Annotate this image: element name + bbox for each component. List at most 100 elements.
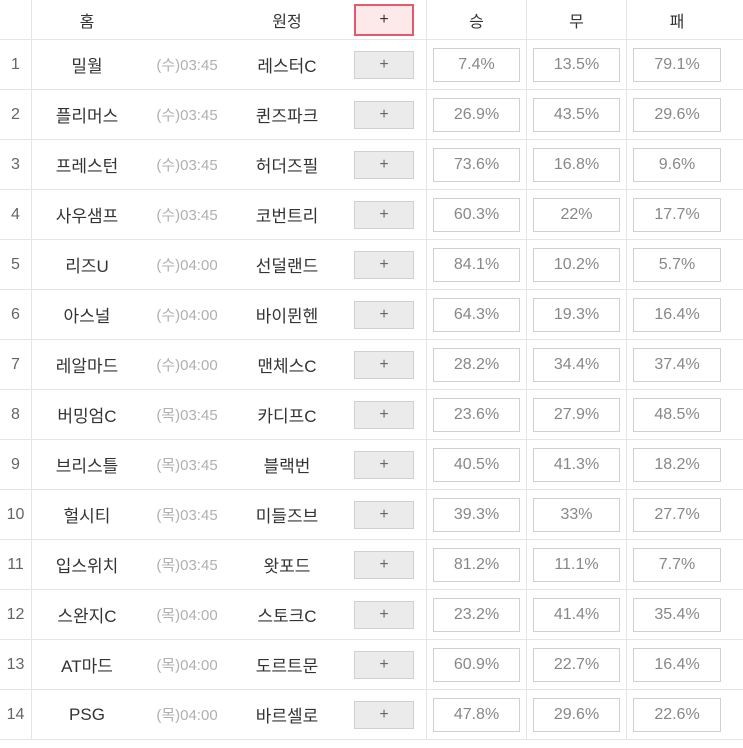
lose-pct[interactable]: 79.1%	[633, 48, 721, 82]
header-away: 원정	[232, 0, 342, 39]
lose-pct[interactable]: 7.7%	[633, 548, 721, 582]
add-button[interactable]: +	[354, 301, 414, 329]
draw-pct[interactable]: 29.6%	[533, 698, 620, 732]
home-team[interactable]: 플리머스	[32, 90, 142, 139]
win-pct[interactable]: 60.9%	[433, 648, 520, 682]
lose-pct[interactable]: 9.6%	[633, 148, 721, 182]
lose-col: 18.2%	[627, 440, 727, 489]
lose-pct[interactable]: 29.6%	[633, 98, 721, 132]
away-team[interactable]: 코번트리	[232, 190, 342, 239]
header-plus-col: +	[342, 0, 427, 39]
add-button[interactable]: +	[354, 351, 414, 379]
lose-pct[interactable]: 27.7%	[633, 498, 721, 532]
home-team[interactable]: 밀월	[32, 40, 142, 89]
lose-pct[interactable]: 48.5%	[633, 398, 721, 432]
away-team[interactable]: 미들즈브	[232, 490, 342, 539]
match-time: (목)04:00	[142, 690, 232, 739]
draw-pct[interactable]: 33%	[533, 498, 620, 532]
plus-col: +	[342, 490, 427, 539]
win-pct[interactable]: 47.8%	[433, 698, 520, 732]
lose-pct[interactable]: 35.4%	[633, 598, 721, 632]
header-plus-button[interactable]: +	[354, 4, 414, 36]
draw-pct[interactable]: 13.5%	[533, 48, 620, 82]
row-number: 6	[0, 290, 32, 339]
win-pct[interactable]: 23.6%	[433, 398, 520, 432]
add-button[interactable]: +	[354, 651, 414, 679]
add-button[interactable]: +	[354, 701, 414, 729]
away-team[interactable]: 바이뮌헨	[232, 290, 342, 339]
home-team[interactable]: 스완지C	[32, 590, 142, 639]
draw-col: 16.8%	[527, 140, 627, 189]
home-team[interactable]: 레알마드	[32, 340, 142, 389]
draw-pct[interactable]: 41.3%	[533, 448, 620, 482]
home-team[interactable]: 리즈U	[32, 240, 142, 289]
draw-pct[interactable]: 43.5%	[533, 98, 620, 132]
win-pct[interactable]: 39.3%	[433, 498, 520, 532]
home-team[interactable]: 사우샘프	[32, 190, 142, 239]
away-team[interactable]: 왓포드	[232, 540, 342, 589]
win-pct[interactable]: 40.5%	[433, 448, 520, 482]
lose-pct[interactable]: 37.4%	[633, 348, 721, 382]
add-button[interactable]: +	[354, 51, 414, 79]
win-pct[interactable]: 84.1%	[433, 248, 520, 282]
add-button[interactable]: +	[354, 501, 414, 529]
table-row: 14 PSG (목)04:00 바르셀로 + 47.8% 29.6% 22.6%	[0, 690, 743, 740]
lose-pct[interactable]: 18.2%	[633, 448, 721, 482]
add-button[interactable]: +	[354, 151, 414, 179]
win-pct[interactable]: 28.2%	[433, 348, 520, 382]
home-team[interactable]: AT마드	[32, 640, 142, 689]
home-team[interactable]: 프레스턴	[32, 140, 142, 189]
win-pct[interactable]: 64.3%	[433, 298, 520, 332]
away-team[interactable]: 스토크C	[232, 590, 342, 639]
away-team[interactable]: 블랙번	[232, 440, 342, 489]
add-button[interactable]: +	[354, 601, 414, 629]
draw-pct[interactable]: 16.8%	[533, 148, 620, 182]
home-team[interactable]: 버밍엄C	[32, 390, 142, 439]
away-team[interactable]: 허더즈필	[232, 140, 342, 189]
table-row: 10 헐시티 (목)03:45 미들즈브 + 39.3% 33% 27.7%	[0, 490, 743, 540]
home-team[interactable]: 브리스틀	[32, 440, 142, 489]
draw-pct[interactable]: 11.1%	[533, 548, 620, 582]
draw-pct[interactable]: 10.2%	[533, 248, 620, 282]
away-team[interactable]: 맨체스C	[232, 340, 342, 389]
plus-col: +	[342, 640, 427, 689]
match-time: (수)04:00	[142, 340, 232, 389]
draw-pct[interactable]: 19.3%	[533, 298, 620, 332]
win-pct[interactable]: 7.4%	[433, 48, 520, 82]
win-pct[interactable]: 73.6%	[433, 148, 520, 182]
draw-pct[interactable]: 34.4%	[533, 348, 620, 382]
table-row: 4 사우샘프 (수)03:45 코번트리 + 60.3% 22% 17.7%	[0, 190, 743, 240]
add-button[interactable]: +	[354, 201, 414, 229]
add-button[interactable]: +	[354, 251, 414, 279]
lose-col: 17.7%	[627, 190, 727, 239]
lose-pct[interactable]: 22.6%	[633, 698, 721, 732]
add-button[interactable]: +	[354, 551, 414, 579]
lose-pct[interactable]: 17.7%	[633, 198, 721, 232]
home-team[interactable]: 아스널	[32, 290, 142, 339]
table-row: 5 리즈U (수)04:00 선덜랜드 + 84.1% 10.2% 5.7%	[0, 240, 743, 290]
lose-pct[interactable]: 16.4%	[633, 298, 721, 332]
home-team[interactable]: 입스위치	[32, 540, 142, 589]
home-team[interactable]: PSG	[32, 690, 142, 739]
win-pct[interactable]: 23.2%	[433, 598, 520, 632]
away-team[interactable]: 퀸즈파크	[232, 90, 342, 139]
add-button[interactable]: +	[354, 101, 414, 129]
away-team[interactable]: 카디프C	[232, 390, 342, 439]
draw-pct[interactable]: 22.7%	[533, 648, 620, 682]
away-team[interactable]: 바르셀로	[232, 690, 342, 739]
away-team[interactable]: 도르트문	[232, 640, 342, 689]
add-button[interactable]: +	[354, 401, 414, 429]
win-pct[interactable]: 26.9%	[433, 98, 520, 132]
lose-pct[interactable]: 16.4%	[633, 648, 721, 682]
away-team[interactable]: 레스터C	[232, 40, 342, 89]
draw-pct[interactable]: 27.9%	[533, 398, 620, 432]
add-button[interactable]: +	[354, 451, 414, 479]
lose-pct[interactable]: 5.7%	[633, 248, 721, 282]
home-team[interactable]: 헐시티	[32, 490, 142, 539]
win-pct[interactable]: 81.2%	[433, 548, 520, 582]
draw-pct[interactable]: 22%	[533, 198, 620, 232]
away-team[interactable]: 선덜랜드	[232, 240, 342, 289]
draw-col: 29.6%	[527, 690, 627, 739]
draw-pct[interactable]: 41.4%	[533, 598, 620, 632]
win-pct[interactable]: 60.3%	[433, 198, 520, 232]
